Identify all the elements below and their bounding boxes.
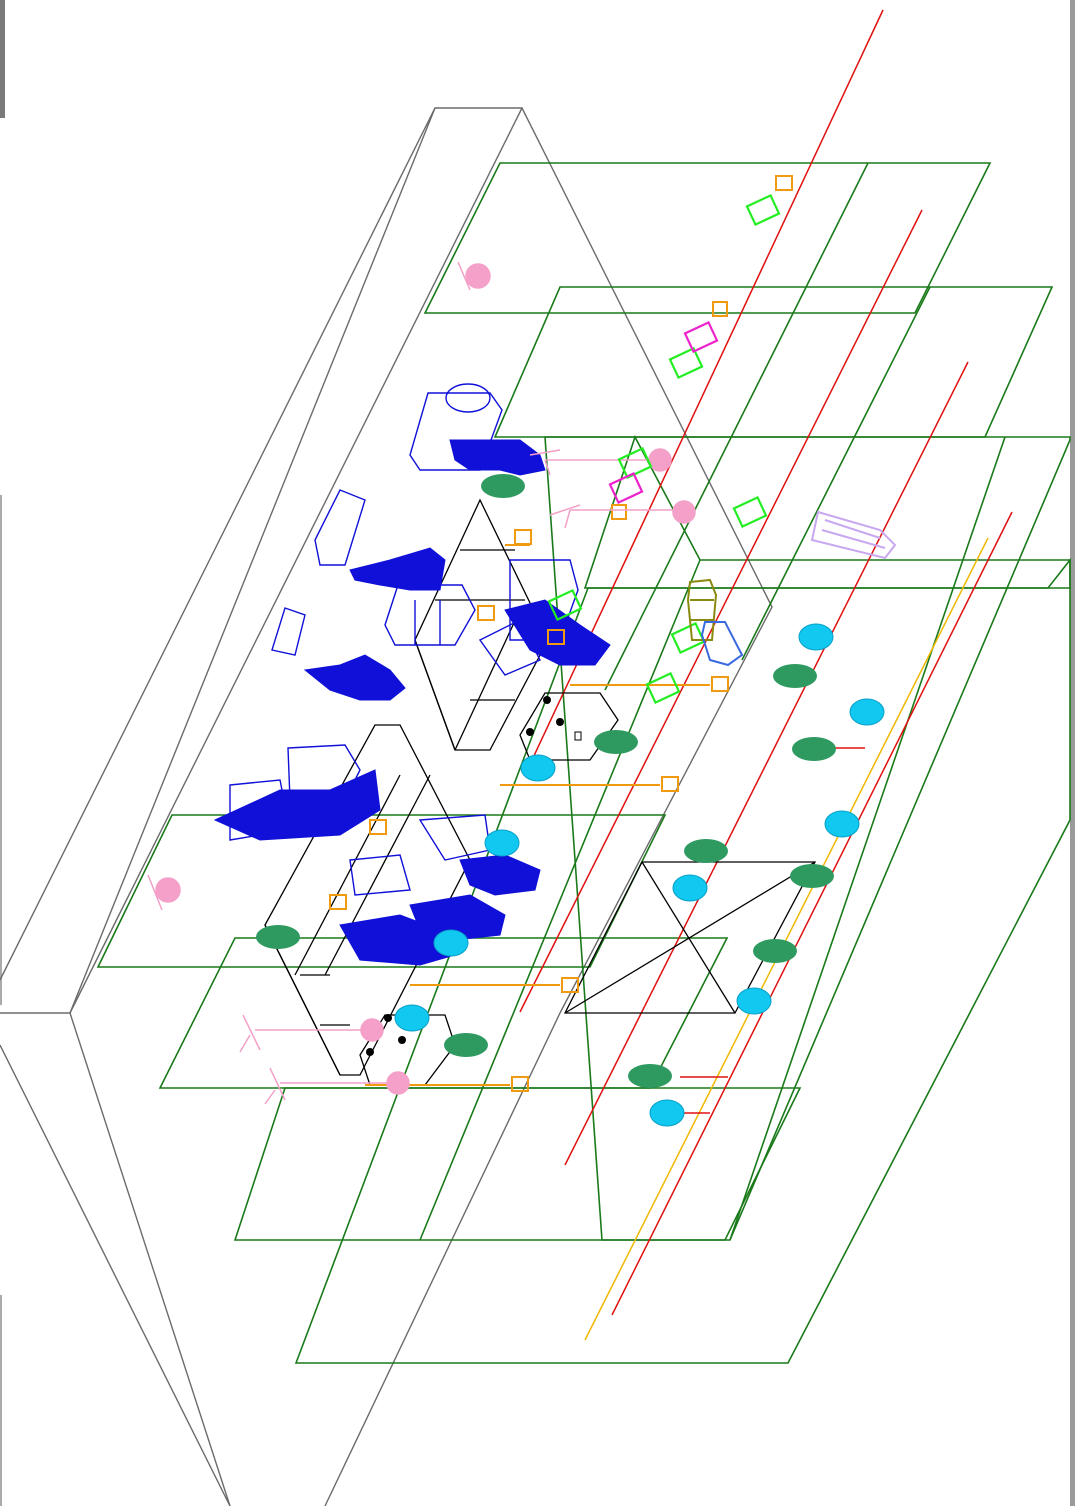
orange-chair-2 (712, 301, 728, 317)
viewport-edge-right (1070, 0, 1075, 1506)
pink-lamp-3 (239, 1014, 384, 1053)
plant-7 (256, 925, 300, 949)
orange-chair-6 (547, 629, 565, 645)
orange-chair-11 (410, 977, 579, 993)
viewport-edge-left-mid (0, 495, 2, 1005)
blue-cabinet (700, 621, 744, 667)
orange-chair-3 (611, 504, 627, 520)
viewport-edge-left-bottom (0, 1295, 2, 1506)
green-device-2 (668, 346, 704, 380)
person-seated-1 (349, 547, 446, 591)
green-device-1 (745, 193, 781, 227)
green-device-4 (732, 495, 768, 529)
pink-chair-2 (147, 874, 181, 911)
magenta-devices (608, 320, 719, 505)
stool-7 (433, 929, 469, 957)
lilac-bench (810, 510, 897, 560)
orange-chair-1 (775, 175, 793, 191)
pink-lamp-4 (264, 1067, 410, 1105)
floor-slab (0, 107, 773, 1506)
orange-chair-9 (369, 819, 387, 835)
armchair-1 (409, 383, 503, 471)
magenta-device-1 (683, 320, 719, 354)
chair-wire-3 (478, 619, 541, 676)
orange-chair-10 (329, 894, 347, 910)
plant-9 (444, 1033, 488, 1057)
stool-6 (672, 874, 708, 902)
meeting-room-frame (563, 861, 817, 1014)
stool-4 (824, 810, 860, 838)
person-seated-2 (504, 599, 611, 666)
orange-chair-7 (570, 676, 729, 692)
chair-wire-1 (271, 607, 306, 656)
plant-5 (684, 839, 728, 863)
person-standing-1 (449, 439, 546, 476)
plant-3 (594, 730, 638, 754)
chairs-wire-lower (229, 744, 361, 841)
plant-2 (773, 664, 817, 688)
green-device-6 (670, 621, 706, 655)
green-device-3 (617, 446, 653, 480)
green-device-7 (645, 671, 681, 705)
pink-lamp-2 (549, 500, 696, 529)
stool-10 (649, 1099, 685, 1127)
orange-chair-5 (477, 605, 495, 621)
plant-1 (481, 474, 525, 498)
cabinet-black-1 (519, 692, 619, 761)
olive-shelf (686, 578, 718, 641)
green-devices (547, 193, 781, 705)
green-device-5 (547, 588, 583, 622)
plant-4 (792, 737, 836, 761)
person-seated-3 (459, 854, 541, 896)
person-group-lower (213, 769, 381, 841)
cyan-stools (394, 623, 885, 1127)
plant-6 (790, 864, 834, 888)
pink-items (147, 261, 696, 1105)
orange-chairs (329, 175, 793, 1092)
orange-chair-8 (500, 776, 679, 792)
sofa-1 (314, 489, 366, 566)
plants (256, 474, 836, 1088)
plant-10 (628, 1064, 672, 1088)
table-wire-1 (384, 584, 476, 646)
stool-5 (484, 829, 520, 857)
orange-chair-4 (505, 529, 532, 546)
stool-3 (520, 754, 556, 782)
stool-1 (798, 623, 834, 651)
stool-8 (736, 987, 772, 1015)
cables (519, 9, 1013, 1341)
pink-chair-1 (457, 261, 491, 291)
stool-2 (849, 698, 885, 726)
viewport-edge-top (0, 0, 5, 118)
person-walking-1 (303, 654, 406, 701)
plant-8 (753, 939, 797, 963)
magenta-device-2 (608, 471, 644, 505)
room-outlines (96, 162, 1071, 1364)
stool-9 (394, 1004, 430, 1032)
